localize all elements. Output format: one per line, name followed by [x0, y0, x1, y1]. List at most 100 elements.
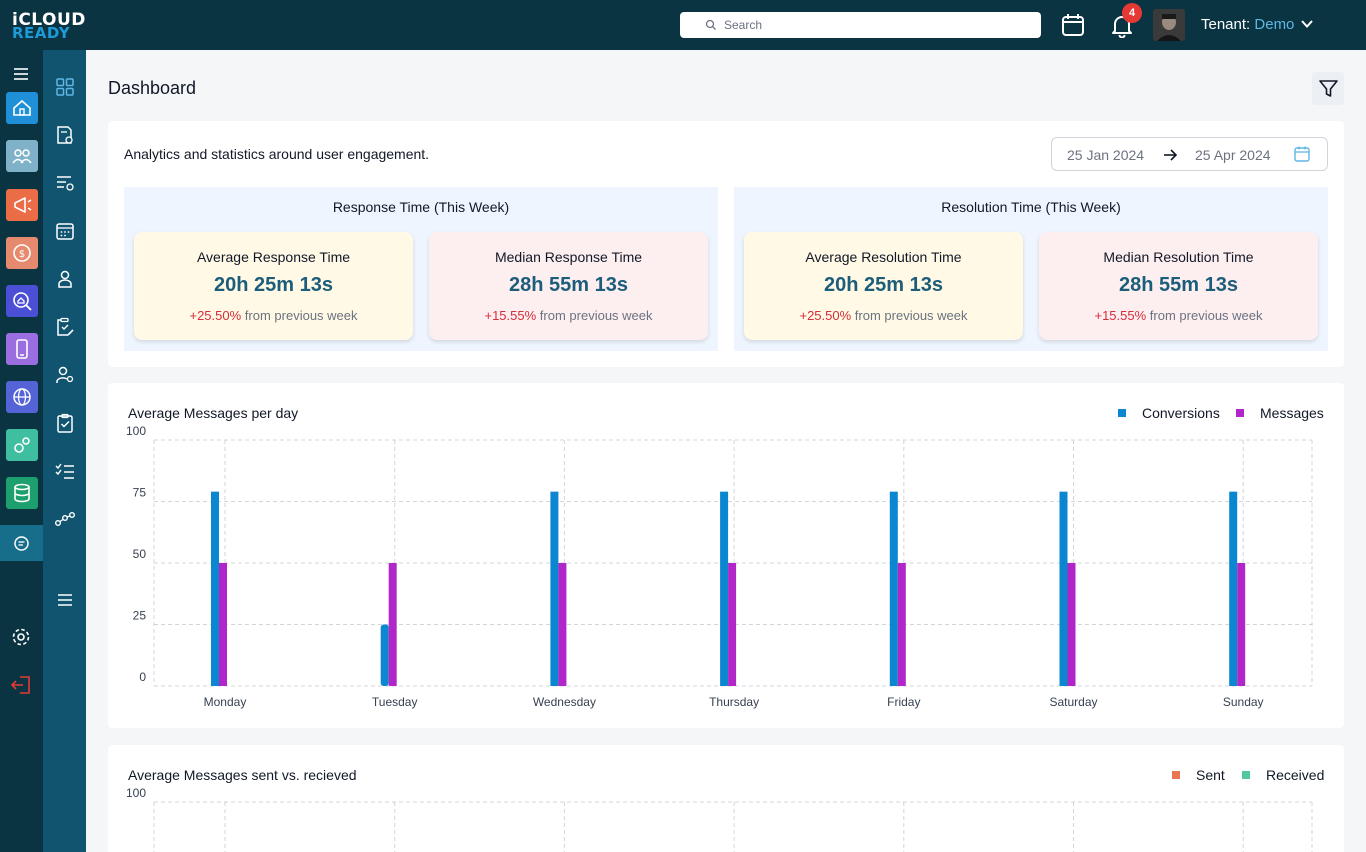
filter-button[interactable]	[1312, 72, 1344, 105]
stat-label: Median Resolution Time	[1103, 249, 1254, 265]
bar[interactable]	[897, 563, 906, 686]
app-rail: $	[0, 50, 43, 852]
legend-swatch	[1242, 771, 1250, 779]
y-tick-label: 25	[133, 609, 147, 623]
median-response-time-card: Median Response Time 28h 55m 13s +15.55%…	[429, 232, 708, 340]
gear-icon[interactable]	[10, 626, 32, 648]
checklist-icon[interactable]	[54, 460, 76, 482]
app-home-search-icon[interactable]	[6, 285, 38, 317]
stat-change: +25.50% from previous week	[744, 308, 1023, 323]
bar[interactable]	[211, 491, 219, 686]
avatar[interactable]	[1153, 9, 1185, 41]
bar[interactable]	[550, 491, 559, 686]
user-icon[interactable]	[54, 268, 76, 290]
stat-label: Average Resolution Time	[805, 249, 962, 265]
workflow-icon[interactable]	[54, 508, 76, 530]
stat-value: 28h 55m 13s	[509, 274, 628, 296]
chart-title: Average Messages per day	[128, 405, 299, 421]
chart-title: Average Messages sent vs. recieved	[128, 767, 357, 783]
bar[interactable]	[1229, 491, 1238, 686]
bar[interactable]	[1067, 563, 1076, 686]
app-megaphone-icon[interactable]	[6, 189, 38, 221]
x-tick-label: Thursday	[709, 695, 759, 709]
x-tick-label: Tuesday	[372, 695, 418, 709]
collapse-menu-icon[interactable]	[54, 589, 76, 611]
stat-change: +15.55% from previous week	[429, 308, 708, 323]
y-tick-label: 100	[126, 424, 146, 438]
arrow-right-icon	[1164, 149, 1178, 161]
analytics-subtitle: Analytics and statistics around user eng…	[124, 146, 430, 162]
menu-icon[interactable]	[12, 66, 30, 82]
bar[interactable]	[1237, 563, 1246, 686]
clipboard-check-icon[interactable]	[54, 412, 76, 434]
search-box	[680, 12, 1041, 38]
stat-value: 20h 25m 13s	[214, 274, 333, 296]
calendar-icon[interactable]	[1060, 12, 1086, 38]
chevron-down-icon[interactable]	[1300, 17, 1314, 31]
bar[interactable]	[558, 563, 567, 686]
logo[interactable]: iCLOUD READY	[10, 9, 85, 42]
date-to: 25 Apr 2024	[1195, 147, 1271, 163]
stat-label: Average Response Time	[196, 249, 351, 265]
app-gears-icon[interactable]	[6, 429, 38, 461]
app-coin-icon[interactable]: $	[6, 237, 38, 269]
filter-icon	[1319, 80, 1338, 97]
page-title: Dashboard	[108, 78, 197, 98]
app-people-icon[interactable]	[6, 140, 38, 172]
document-settings-icon[interactable]	[54, 124, 76, 146]
bar[interactable]	[1059, 491, 1068, 686]
legend-label: Messages	[1260, 405, 1324, 421]
y-tick-label: 0	[139, 670, 146, 684]
bar[interactable]	[380, 624, 389, 687]
notification-badge: 4	[1122, 3, 1142, 23]
stat-change-suffix: from previous week	[1149, 308, 1263, 323]
logo-text-bottom: READY	[12, 24, 71, 42]
y-tick-label: 100	[126, 786, 146, 800]
bar[interactable]	[889, 491, 898, 686]
tenant-selector[interactable]: Tenant: Demo	[1201, 16, 1294, 33]
stat-change: +15.55% from previous week	[1039, 308, 1318, 323]
app-mobile-icon[interactable]	[6, 333, 38, 365]
sent-vs-received-card: Average Messages sent vs. recieved Sent …	[108, 745, 1344, 852]
x-tick-label: Friday	[887, 695, 920, 709]
response-time-title: Response Time (This Week)	[332, 199, 510, 215]
stat-value: 20h 25m 13s	[824, 274, 943, 296]
app-database-icon[interactable]	[6, 477, 38, 509]
y-tick-label: 50	[133, 547, 147, 561]
stat-change-suffix: from previous week	[854, 308, 968, 323]
bar[interactable]	[388, 563, 397, 686]
sent-vs-received-chart: 100	[126, 786, 1313, 852]
search-input[interactable]	[724, 15, 1024, 35]
bar[interactable]	[219, 563, 227, 686]
user-settings-icon[interactable]	[54, 364, 76, 386]
date-range-picker[interactable]: 25 Jan 2024 25 Apr 2024	[1051, 137, 1328, 171]
analytics-card: Analytics and statistics around user eng…	[108, 121, 1344, 367]
average-response-time-card: Average Response Time 20h 25m 13s +25.50…	[134, 232, 413, 340]
clipboard-edit-icon[interactable]	[54, 316, 76, 338]
legend-label: Conversions	[1142, 405, 1220, 421]
y-tick-label: 75	[133, 486, 147, 500]
bar[interactable]	[720, 491, 729, 686]
legend-swatch	[1118, 409, 1126, 417]
x-tick-label: Wednesday	[533, 695, 596, 709]
x-tick-label: Saturday	[1049, 695, 1097, 709]
list-settings-icon[interactable]	[54, 172, 76, 194]
app-chat-icon[interactable]	[0, 525, 43, 561]
x-tick-label: Monday	[204, 695, 247, 709]
stat-change: +25.50% from previous week	[134, 308, 413, 323]
app-property-icon[interactable]	[6, 92, 38, 124]
search-icon	[705, 19, 716, 30]
calendar-grid-icon[interactable]	[54, 220, 76, 242]
logo-text-top: iCLOUD	[12, 10, 86, 30]
legend-swatch	[1172, 771, 1180, 779]
calendar-icon	[1294, 146, 1310, 162]
app-globe-icon[interactable]	[6, 381, 38, 413]
average-resolution-time-card: Average Resolution Time 20h 25m 13s +25.…	[744, 232, 1023, 340]
svg-text:$: $	[19, 249, 25, 260]
grid-icon[interactable]	[54, 76, 76, 98]
logout-icon[interactable]	[10, 674, 32, 696]
stat-change-percent: +25.50%	[799, 308, 852, 323]
messages-per-day-card: Average Messages per day Conversions Mes…	[108, 383, 1344, 728]
x-tick-label: Sunday	[1223, 695, 1264, 709]
bar[interactable]	[728, 563, 737, 686]
